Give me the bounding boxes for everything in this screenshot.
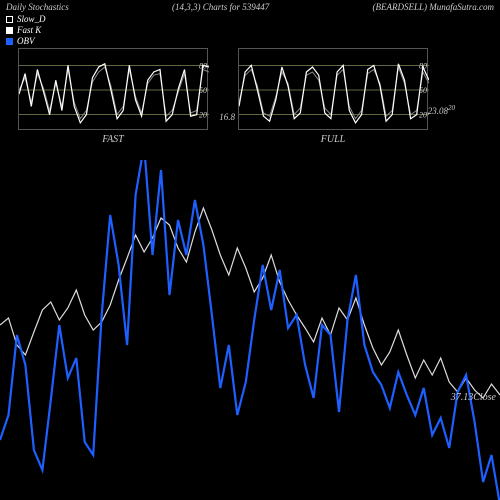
legend-item: Slow_D	[6, 14, 46, 25]
svg-text:20: 20	[419, 111, 427, 120]
svg-text:20: 20	[199, 111, 207, 120]
legend-swatch-obv	[6, 38, 13, 45]
legend-item: OBV	[6, 36, 46, 47]
legend-item: Fast K	[6, 25, 46, 36]
legend-label: Fast K	[17, 25, 41, 36]
mini-chart-full: 205080	[239, 49, 429, 131]
mini-end-value-main: 23.08	[428, 106, 448, 116]
mini-end-value: 23.0820	[428, 104, 455, 116]
mini-panel-fast: 205080 FAST 16.8	[18, 48, 208, 130]
legend-swatch-fastk	[6, 27, 13, 34]
mini-end-value-sup: 20	[448, 104, 455, 112]
legend-label: Slow_D	[17, 14, 46, 25]
mini-panel-label: FULL	[321, 134, 345, 145]
header-right: (BEARDSELL) MunafaSutra.com	[372, 2, 494, 12]
mini-end-value: 16.8	[219, 112, 235, 122]
main-chart	[0, 160, 500, 500]
close-value: 37.13	[451, 392, 474, 403]
chart-header: Daily Stochastics (14,3,3) Charts for 53…	[0, 2, 500, 12]
header-center: (14,3,3) Charts for 539447	[172, 2, 269, 12]
close-text: Close	[473, 392, 496, 403]
mini-panel-full: 205080 FULL 23.0820	[238, 48, 428, 130]
mini-panel-label: FAST	[102, 134, 124, 145]
close-price-label: 37.13Close	[451, 392, 496, 403]
mini-panels-row: 205080 FAST 16.8 205080 FULL 23.0820	[18, 48, 428, 130]
header-left: Daily Stochastics	[6, 2, 69, 12]
legend-swatch-slowd	[6, 16, 13, 23]
legend-label: OBV	[17, 36, 35, 47]
mini-chart-fast: 205080	[19, 49, 209, 131]
chart-legend: Slow_D Fast K OBV	[6, 14, 46, 47]
